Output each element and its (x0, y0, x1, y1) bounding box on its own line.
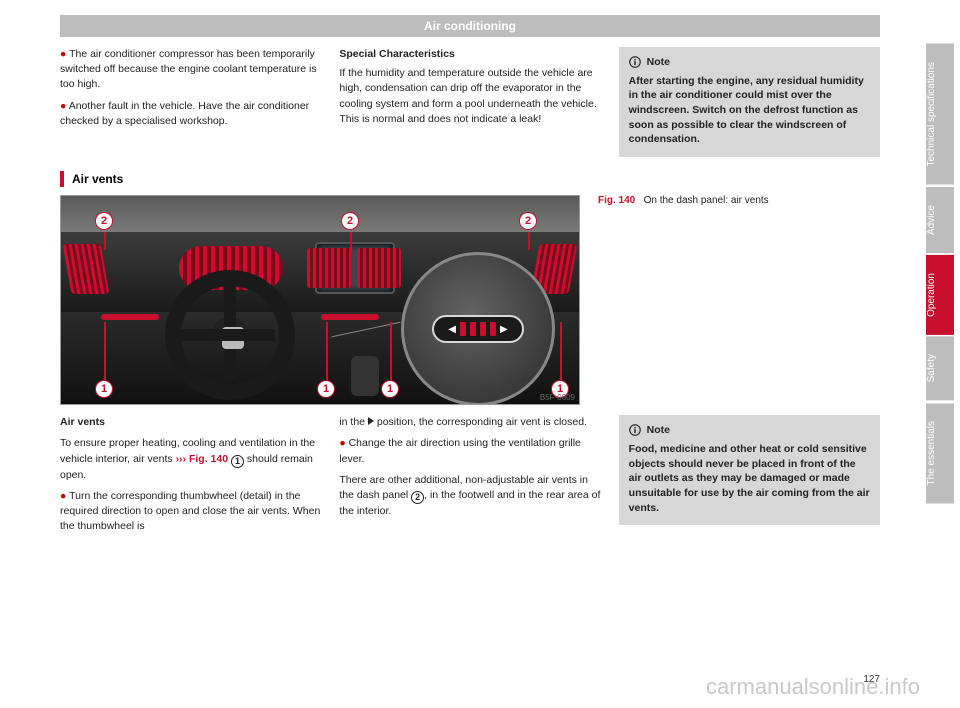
callout-circle: ◀ ▶ (401, 252, 555, 405)
figure-row: ◀ ▶ 2 2 2 (60, 195, 880, 405)
section-bar: Air vents (60, 171, 880, 187)
airvents-p2: Turn the corresponding thumbwheel (detai… (60, 489, 321, 535)
badge-2-b: 2 (341, 212, 359, 230)
leader-1a (104, 322, 106, 380)
note-label-1: Note (647, 55, 670, 70)
note-box-1: Note After starting the engine, any resi… (619, 47, 880, 157)
mid-p2: Change the air direction using the venti… (339, 436, 600, 466)
side-tabs: Technical specifications Advice Operatio… (926, 44, 954, 503)
low-col-left: Air vents To ensure proper heating, cool… (60, 415, 321, 540)
steering-wheel (165, 270, 295, 400)
fig-ref: ››› Fig. 140 (176, 453, 229, 465)
note-head-2: Note (629, 423, 870, 438)
leader-2b (350, 232, 352, 252)
airvents-p1: To ensure proper heating, cooling and ve… (60, 436, 321, 482)
col-left: The air conditioner compressor has been … (60, 47, 321, 157)
vent-center-left (307, 248, 351, 288)
low-col-mid: in the position, the corresponding air v… (339, 415, 600, 540)
arrow-right-icon: ▶ (500, 324, 508, 335)
tick-2 (470, 322, 476, 336)
wheel-hub (222, 327, 244, 349)
low-col-right: Note Food, medicine and other heat or co… (619, 415, 880, 540)
tab-safety[interactable]: Safety (926, 336, 954, 400)
thumbwheel-detail: ◀ ▶ (432, 315, 524, 343)
tick-1 (460, 322, 466, 336)
bullet-compressor: The air conditioner compressor has been … (60, 47, 321, 93)
note-head-1: Note (629, 55, 870, 70)
figure-number: Fig. 140 (598, 195, 635, 206)
badge-2-a: 2 (95, 212, 113, 230)
col-middle: Special Characteristics If the humidity … (339, 47, 600, 157)
leader-1c (390, 322, 392, 380)
leader-2c (528, 232, 530, 250)
page-title: Air conditioning (424, 19, 516, 33)
note-body-1: After starting the engine, any residual … (629, 74, 870, 147)
badge-1-a: 1 (95, 380, 113, 398)
figure-caption: Fig. 140 On the dash panel: air vents (598, 195, 880, 405)
defrost-slot-left (101, 314, 159, 320)
lower-columns: Air vents To ensure proper heating, cool… (60, 415, 880, 540)
circled-1-a: 1 (231, 455, 244, 468)
dashboard-figure: ◀ ▶ 2 2 2 (60, 195, 580, 405)
note-box-2: Note Food, medicine and other heat or co… (619, 415, 880, 525)
tab-advice[interactable]: Advice (926, 187, 954, 253)
tab-tech-specs[interactable]: Technical specifications (926, 44, 954, 185)
circled-2: 2 (411, 491, 424, 504)
badge-1-c: 1 (381, 380, 399, 398)
tick-3 (480, 322, 486, 336)
special-body: If the humidity and temperature outside … (339, 66, 600, 127)
tab-essentials[interactable]: The essentials (926, 403, 954, 503)
mid-p1: in the position, the corresponding air v… (339, 415, 600, 430)
note-body-2: Food, medicine and other heat or cold se… (629, 442, 870, 515)
tab-operation[interactable]: Operation (926, 255, 954, 335)
leader-1d (560, 322, 562, 380)
section-red-bar (60, 171, 64, 187)
vent-center-right (357, 248, 401, 288)
info-icon (629, 56, 641, 68)
defrost-slot-mid (321, 314, 379, 320)
gear-shifter (351, 356, 379, 396)
figure-tag: B5F-0609 (540, 393, 575, 402)
top-columns: The air conditioner compressor has been … (60, 47, 880, 157)
note-label-2: Note (647, 423, 670, 438)
figure-caption-text: On the dash panel: air vents (644, 195, 769, 206)
info-icon (629, 424, 641, 436)
airvents-heading: Air vents (60, 415, 321, 430)
col-right: Note After starting the engine, any resi… (619, 47, 880, 157)
page-title-bar: Air conditioning (60, 15, 880, 37)
badge-1-b: 1 (317, 380, 335, 398)
manual-page: Air conditioning The air conditioner com… (60, 15, 880, 685)
leader-2a (104, 232, 106, 250)
dash-top (61, 196, 579, 232)
arrow-left-icon: ◀ (448, 324, 456, 335)
leader-1b (326, 322, 328, 380)
watermark: carmanualsonline.info (706, 674, 920, 700)
figure-wrap: ◀ ▶ 2 2 2 (60, 195, 580, 405)
special-heading: Special Characteristics (339, 47, 600, 62)
tick-4 (490, 322, 496, 336)
mid-p3: There are other additional, non-adjustab… (339, 473, 600, 519)
section-title: Air vents (72, 172, 123, 186)
badge-2-c: 2 (519, 212, 537, 230)
bullet-fault: Another fault in the vehicle. Have the a… (60, 99, 321, 129)
